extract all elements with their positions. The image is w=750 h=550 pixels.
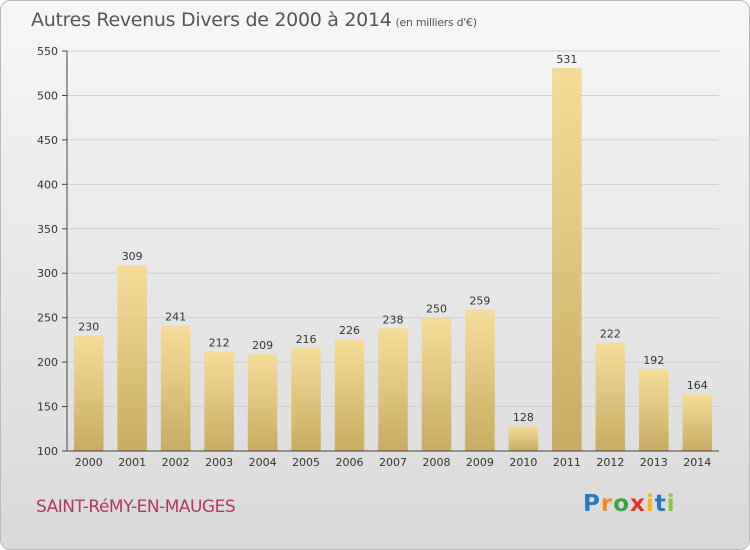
value-label: 209	[252, 339, 273, 352]
x-tick-label: 2010	[509, 456, 537, 469]
x-tick-label: 2011	[553, 456, 581, 469]
bar-2005	[291, 347, 321, 451]
x-tick-label: 2002	[162, 456, 190, 469]
value-label: 259	[469, 295, 490, 308]
commune-name: SAINT-RéMY-EN-MAUGES	[36, 497, 236, 517]
x-tick-label: 2004	[249, 456, 277, 469]
proxiti-logo[interactable]: Proxiti	[583, 491, 676, 517]
y-tick-label: 350	[37, 223, 58, 236]
bar-2007	[378, 328, 408, 451]
y-tick-label: 550	[37, 45, 58, 58]
bar-2000	[73, 335, 104, 451]
y-tick-label: 150	[37, 401, 58, 414]
bar-2010	[508, 426, 539, 451]
y-tick-label: 450	[37, 134, 58, 147]
value-label: 216	[296, 333, 317, 346]
value-label: 212	[209, 336, 230, 349]
bar-2002	[160, 325, 191, 451]
x-tick-label: 2013	[640, 456, 668, 469]
y-tick-label: 300	[37, 267, 58, 280]
bar-2011	[552, 67, 582, 451]
value-label: 238	[383, 313, 404, 326]
bar-2006	[334, 339, 365, 451]
value-label: 226	[339, 324, 360, 337]
y-tick-label: 200	[37, 356, 58, 369]
x-tick-label: 2008	[422, 456, 450, 469]
value-label: 128	[513, 411, 534, 424]
x-tick-label: 2005	[292, 456, 320, 469]
bar-2009	[465, 309, 495, 451]
y-tick-label: 400	[37, 178, 58, 191]
value-label: 230	[78, 320, 99, 333]
bar-2008	[421, 317, 452, 451]
chart-title: Autres Revenus Divers de 2000 à 2014 (en …	[31, 9, 477, 31]
x-tick-label: 2006	[336, 456, 364, 469]
x-tick-label: 2012	[596, 456, 624, 469]
value-label: 250	[426, 303, 447, 316]
y-tick-label: 500	[37, 89, 58, 102]
title-text: Autres Revenus Divers de 2000 à 2014	[31, 9, 392, 31]
x-tick-label: 2014	[683, 456, 711, 469]
value-label: 531	[556, 53, 577, 66]
x-tick-label: 2000	[75, 456, 103, 469]
value-label: 164	[687, 379, 708, 392]
bar-2003	[204, 351, 234, 451]
bar-2004	[247, 354, 278, 451]
unit-label: (en milliers d'€)	[395, 16, 477, 29]
y-tick-label: 250	[37, 312, 58, 325]
x-tick-label: 2003	[205, 456, 233, 469]
bar-2001	[117, 265, 147, 451]
x-tick-label: 2001	[118, 456, 146, 469]
value-label: 222	[600, 328, 621, 341]
bar-2013	[639, 369, 669, 451]
value-label: 241	[165, 311, 186, 324]
y-tick-label: 100	[37, 445, 58, 458]
x-tick-label: 2007	[379, 456, 407, 469]
bar-2014	[682, 394, 713, 451]
value-label: 192	[643, 354, 664, 367]
bar-2012	[595, 342, 626, 451]
value-label: 309	[122, 250, 143, 263]
x-tick-label: 2009	[466, 456, 494, 469]
